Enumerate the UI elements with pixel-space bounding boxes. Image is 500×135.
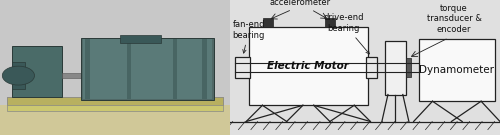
Circle shape	[2, 66, 34, 85]
Bar	[0, 105, 230, 135]
Bar	[80, 38, 214, 100]
Text: drive-end
bearing: drive-end bearing	[323, 14, 370, 54]
Text: torque
transducer &
encoder: torque transducer & encoder	[426, 4, 482, 34]
Bar	[406, 58, 411, 77]
Bar	[263, 18, 272, 27]
Bar	[120, 35, 161, 43]
Text: Dynamometer: Dynamometer	[420, 65, 494, 75]
Bar	[85, 39, 89, 99]
Bar	[0, 0, 230, 105]
Bar	[12, 62, 26, 89]
Bar	[366, 57, 377, 78]
Bar	[419, 39, 494, 101]
Bar	[325, 18, 335, 27]
Bar	[7, 97, 223, 111]
Bar	[172, 39, 177, 99]
Bar	[249, 27, 368, 105]
Bar	[126, 39, 131, 99]
Bar	[236, 57, 250, 78]
Bar	[12, 46, 62, 97]
Bar	[83, 39, 212, 99]
Text: accelerometer: accelerometer	[270, 0, 331, 7]
Text: Electric Motor: Electric Motor	[268, 61, 349, 71]
Bar	[7, 97, 223, 105]
Bar	[385, 40, 406, 94]
Text: fan-end
bearing: fan-end bearing	[232, 20, 265, 53]
Bar	[202, 39, 207, 99]
Bar	[62, 73, 85, 78]
